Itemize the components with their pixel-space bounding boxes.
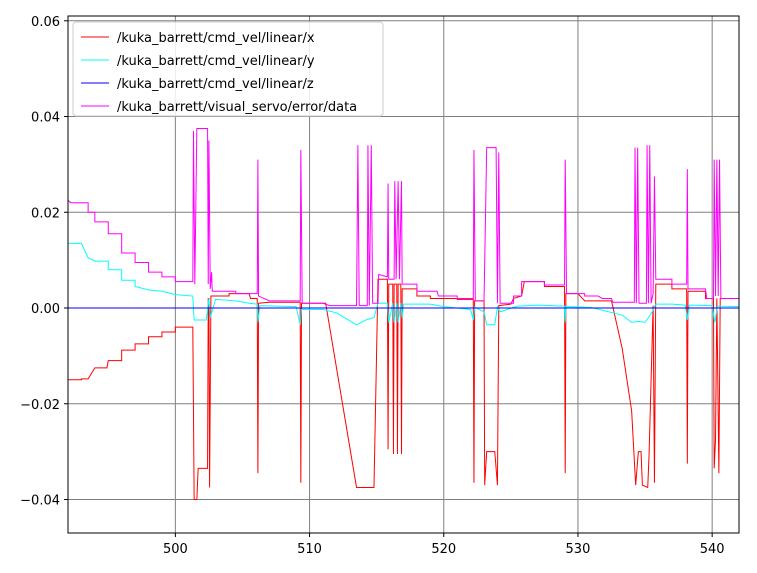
x-tick-label: 510 [297,542,322,557]
series-line-2 [68,242,739,326]
legend: /kuka_barrett/cmd_vel/linear/x/kuka_barr… [72,21,384,117]
legend-box [72,21,384,117]
plot-area [68,128,739,500]
series-layer [68,128,739,500]
legend-label: /kuka_barrett/cmd_vel/linear/x [117,31,315,46]
y-tick-label: 0.02 [31,206,60,221]
y-tick-label: 0.04 [31,111,60,126]
series-line-1 [68,278,739,500]
legend-label: /kuka_barrett/cmd_vel/linear/z [117,77,314,92]
x-axis-ticks: 500 510 520 530 540 [163,533,725,557]
x-tick-label: 530 [566,542,591,557]
x-tick-label: 520 [431,542,456,557]
legend-label: /kuka_barrett/cmd_vel/linear/y [117,54,315,69]
x-tick-label: 500 [163,542,188,557]
y-axis-ticks: −0.04 −0.02 0.00 0.02 0.04 0.06 [20,15,68,508]
axes-frame [67,15,740,534]
y-tick-label: −0.04 [20,493,60,508]
y-tick-label: −0.02 [20,398,60,413]
x-tick-label: 540 [700,542,725,557]
series-line-4 [68,128,739,307]
y-tick-label: 0.06 [31,15,60,30]
y-tick-label: 0.00 [31,302,60,317]
legend-label: /kuka_barrett/visual_servo/error/data [117,100,357,115]
